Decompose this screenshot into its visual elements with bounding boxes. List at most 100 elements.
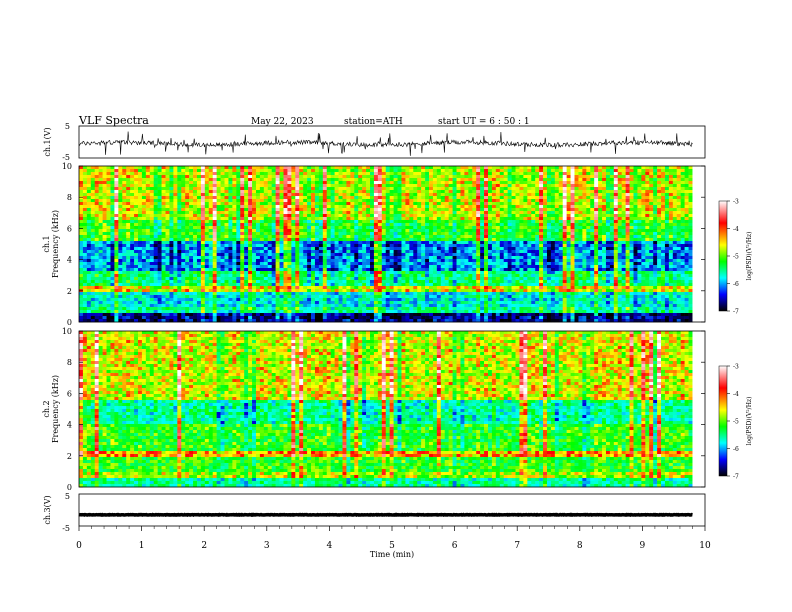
spec1-cell bbox=[153, 232, 158, 236]
spec1-cell bbox=[578, 181, 583, 185]
spec1-cell bbox=[177, 175, 182, 179]
spec1-cell bbox=[358, 256, 363, 260]
spec1-cell bbox=[366, 250, 371, 254]
spec1-cell bbox=[255, 166, 261, 170]
spec1-cell bbox=[417, 232, 422, 236]
spec1-cell bbox=[153, 241, 158, 245]
spec1-cell bbox=[377, 211, 383, 215]
spec1-cell bbox=[432, 220, 438, 224]
spec1-cell bbox=[491, 256, 497, 260]
spec1-cell bbox=[503, 217, 508, 221]
spec1-cell bbox=[244, 241, 249, 245]
spec1-cell bbox=[98, 175, 103, 179]
spec1-cell bbox=[425, 232, 430, 236]
spec1-cell bbox=[110, 223, 115, 227]
spec1-cell bbox=[196, 226, 202, 230]
spec1-cell bbox=[570, 211, 575, 215]
spec1-cell bbox=[472, 223, 477, 227]
spec1-cell bbox=[602, 208, 607, 212]
spec1-cell bbox=[535, 181, 540, 185]
spec1-cell bbox=[602, 238, 607, 242]
spec1-cell bbox=[609, 238, 615, 242]
spec1-cell bbox=[259, 259, 265, 263]
spec1-cell bbox=[189, 190, 194, 194]
spec1-cell bbox=[110, 169, 115, 173]
spec1-cell bbox=[507, 196, 512, 200]
spec1-cell bbox=[137, 238, 143, 242]
spec1-cell bbox=[141, 256, 147, 260]
spec1-cell bbox=[90, 253, 96, 257]
spec1-cell bbox=[397, 199, 402, 203]
spec1-cell bbox=[413, 250, 418, 254]
spec1-cell bbox=[605, 256, 611, 260]
spec1-cell bbox=[578, 196, 583, 200]
spec1-cell bbox=[629, 184, 634, 188]
spec1-cell bbox=[385, 250, 390, 254]
spec1-cell bbox=[118, 250, 123, 254]
spec1-cell bbox=[216, 247, 221, 251]
spec1-cell bbox=[535, 193, 540, 197]
spec1-cell bbox=[578, 232, 583, 236]
spec1-cell bbox=[661, 166, 666, 170]
spec1-cell bbox=[401, 178, 406, 182]
spec1-cell bbox=[82, 211, 88, 215]
spec1-cell bbox=[200, 196, 206, 200]
spec1-cell bbox=[185, 259, 190, 263]
spec1-cell bbox=[625, 226, 630, 230]
spec1-cell bbox=[389, 223, 394, 227]
spec1-cell bbox=[137, 178, 143, 182]
spec1-cell bbox=[582, 187, 587, 191]
spec1-cell bbox=[605, 169, 611, 173]
spec1-cell bbox=[204, 238, 210, 242]
spec1-cell bbox=[366, 232, 371, 236]
spec1-cell bbox=[409, 229, 414, 233]
spec1-cell bbox=[169, 259, 174, 263]
spec1-cell bbox=[417, 181, 422, 185]
spec1-cell bbox=[370, 226, 375, 230]
spec1-cell bbox=[137, 232, 143, 236]
spec1-cell bbox=[617, 211, 622, 215]
spec1-cell bbox=[153, 229, 158, 233]
spec1-cell bbox=[334, 178, 339, 182]
spec1-cell bbox=[413, 190, 418, 194]
spec1-cell bbox=[625, 178, 630, 182]
spec1-cell bbox=[275, 169, 280, 173]
spec1-cell bbox=[586, 226, 591, 230]
spec1-cell bbox=[421, 253, 426, 257]
spec1-cell bbox=[578, 169, 583, 173]
spec1-cell bbox=[157, 214, 162, 218]
spec1-cell bbox=[558, 205, 563, 209]
spec1-cell bbox=[377, 187, 383, 191]
spec1-cell bbox=[625, 244, 630, 248]
spec1-cell bbox=[94, 208, 99, 212]
spec1-cell bbox=[137, 214, 143, 218]
spec1-cell bbox=[397, 244, 402, 248]
spec1-cell bbox=[98, 244, 103, 248]
spec1-cell bbox=[318, 217, 324, 221]
spec1-cell bbox=[307, 226, 312, 230]
spec1-cell bbox=[244, 220, 249, 224]
spec1-cell bbox=[680, 181, 685, 185]
spec1-cell bbox=[350, 175, 355, 179]
spec1-cell bbox=[255, 241, 261, 245]
spec1-cell bbox=[181, 175, 186, 179]
spec1-cell bbox=[413, 253, 418, 257]
spec1-cell bbox=[86, 232, 92, 236]
spec1-cell bbox=[90, 172, 96, 176]
spec1-cell bbox=[275, 211, 280, 215]
spec1-cell bbox=[389, 196, 394, 200]
spec1-cell bbox=[480, 238, 485, 242]
spec1-cell bbox=[381, 190, 387, 194]
spec1-cell bbox=[381, 241, 387, 245]
spec1-cell bbox=[326, 184, 331, 188]
spec1-cell bbox=[98, 208, 103, 212]
spec1-cell bbox=[287, 175, 292, 179]
spec1-cell bbox=[255, 169, 261, 173]
spec1-cell bbox=[134, 187, 139, 191]
spec1-cell bbox=[106, 202, 111, 206]
spec1-cell bbox=[649, 196, 654, 200]
spec1-cell bbox=[287, 226, 292, 230]
spec1-cell bbox=[381, 226, 387, 230]
spec1-cell bbox=[421, 205, 426, 209]
spec1-cell bbox=[535, 253, 540, 257]
